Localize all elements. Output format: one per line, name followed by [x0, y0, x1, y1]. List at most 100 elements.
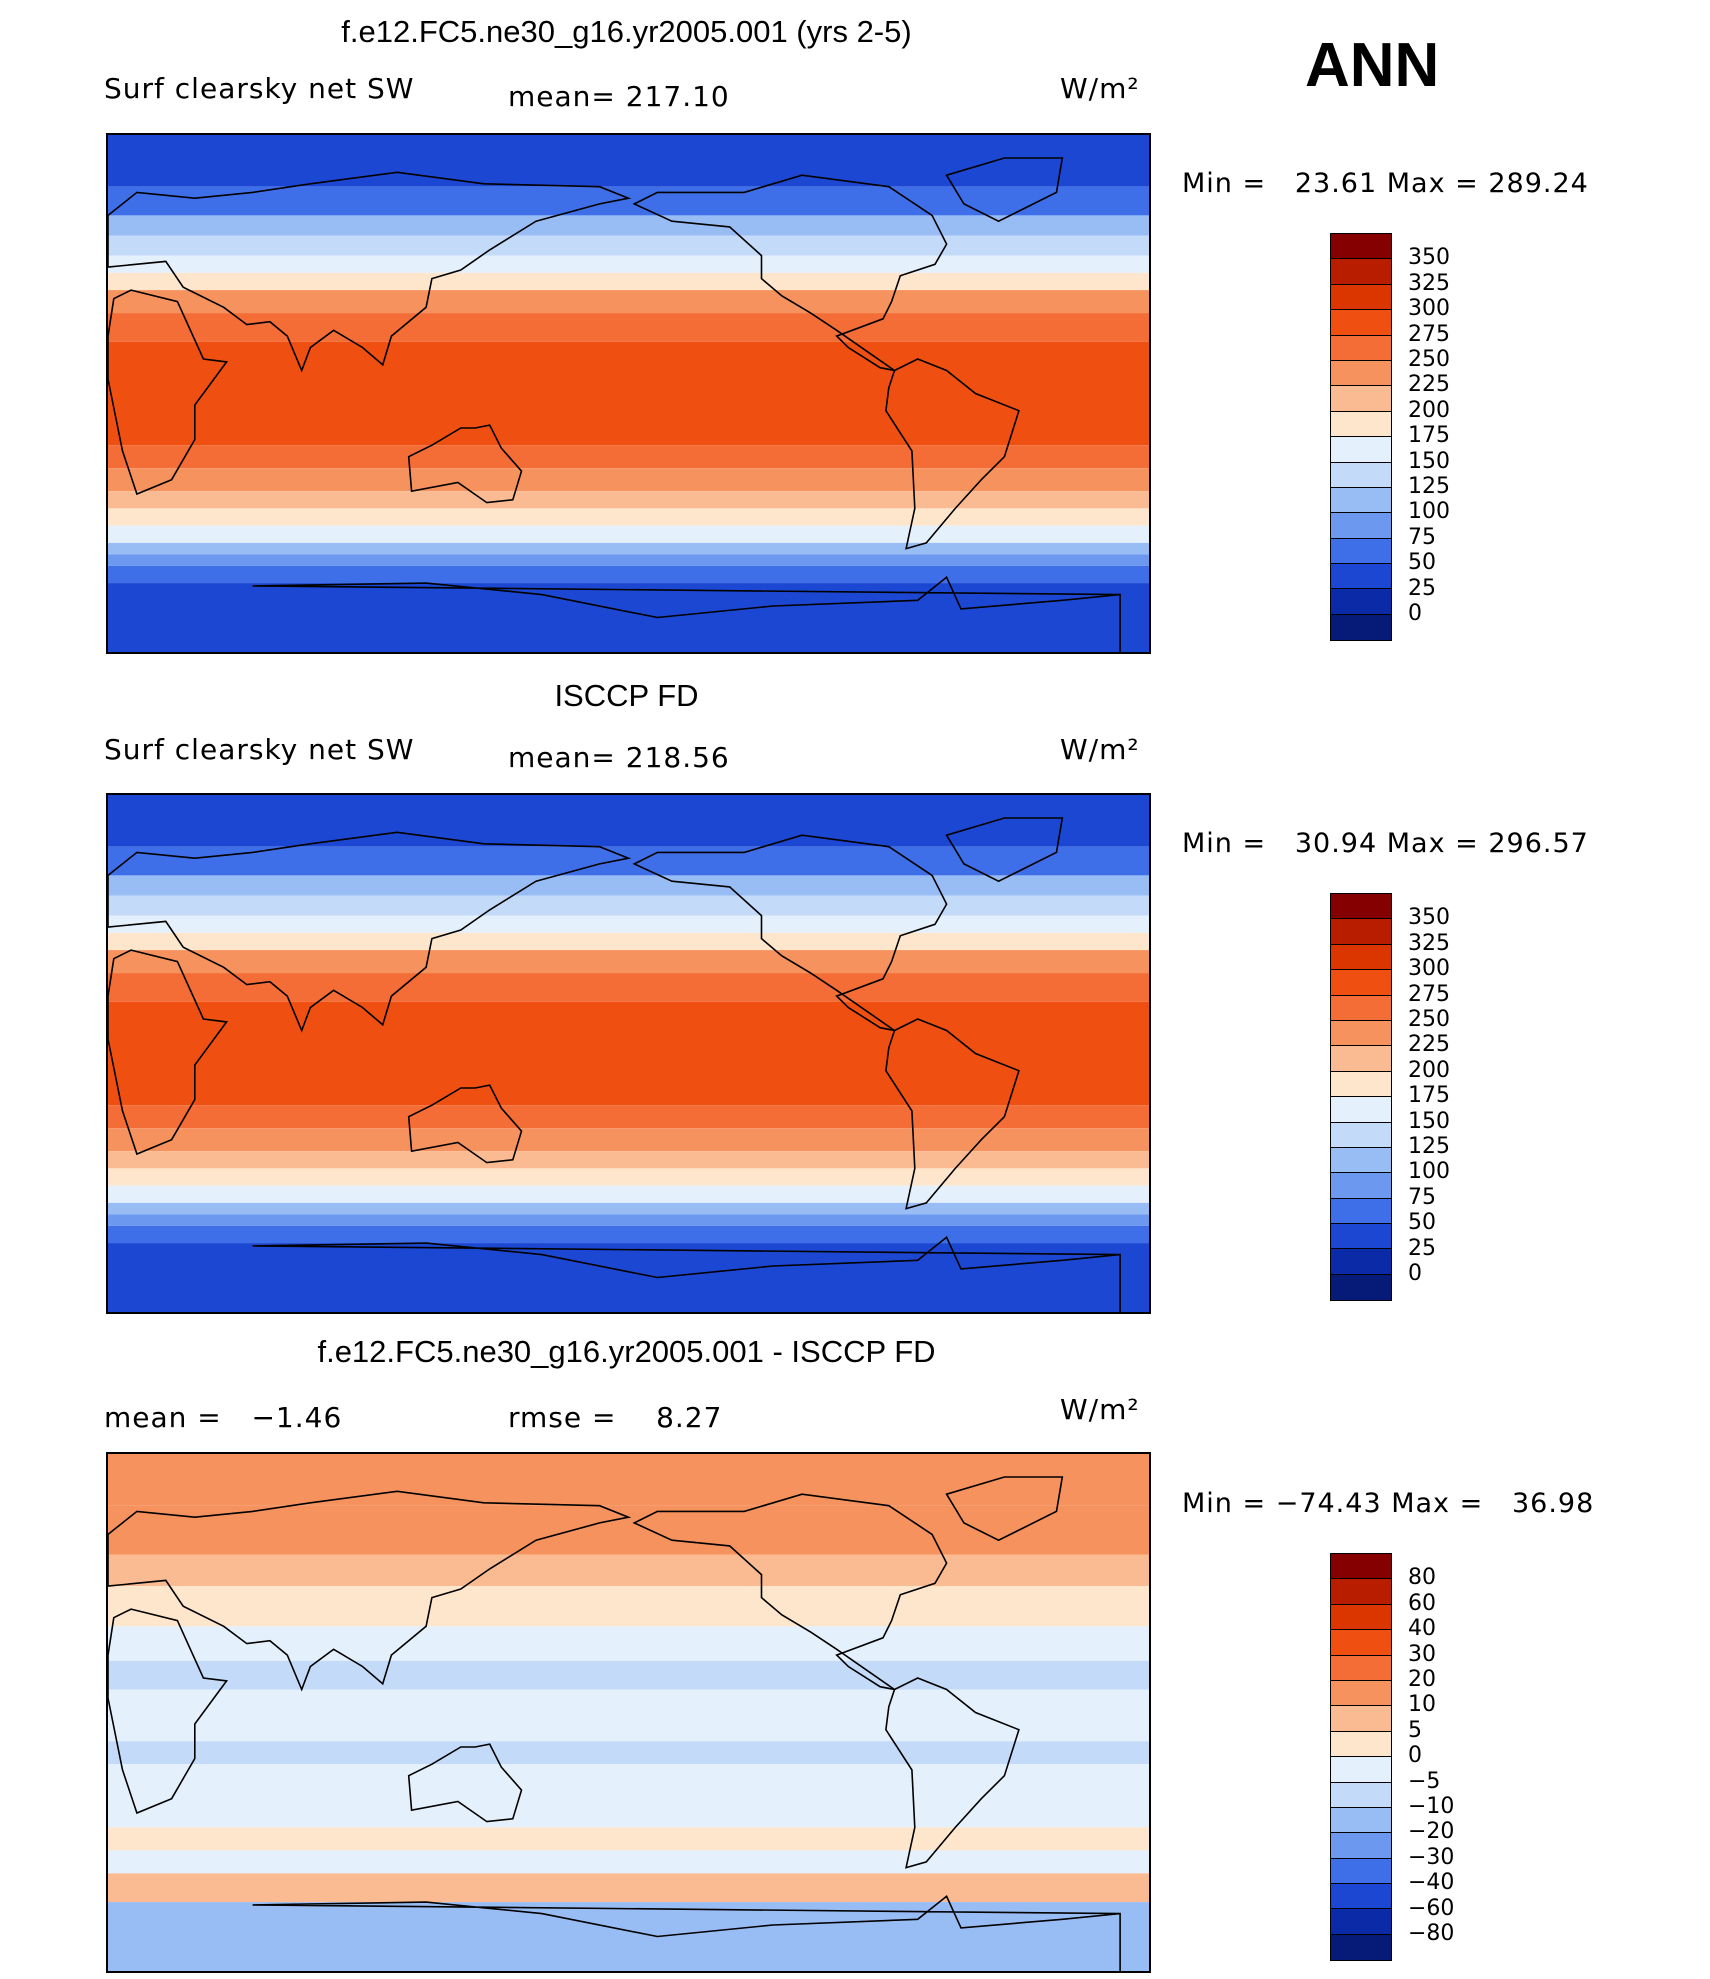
colorbar-tick-label: 125: [1408, 474, 1450, 499]
field-band: [108, 583, 1149, 652]
colorbar-tick-label: −40: [1408, 1870, 1455, 1896]
colorbar-swatch: [1331, 564, 1391, 590]
field-band: [108, 1554, 1149, 1587]
colorbar-tick-label: 350: [1408, 245, 1450, 271]
panel-3-mean: mean = −1.46: [104, 1401, 343, 1434]
colorbar-tick-label: 5: [1408, 1717, 1422, 1743]
colorbar-tick-label: 100: [1408, 1159, 1450, 1185]
field-band: [108, 1202, 1149, 1215]
field-band: [108, 445, 1149, 469]
colorbar-tick-label: 60: [1408, 1590, 1436, 1616]
panel-2-map: [106, 793, 1151, 1314]
colorbar-tick-label: −20: [1408, 1819, 1455, 1845]
colorbar-swatch: [1331, 462, 1391, 488]
colorbar-tick-label: 250: [1408, 347, 1450, 372]
field-band: [108, 1850, 1149, 1874]
colorbar-swatch: [1331, 360, 1391, 387]
field-band: [108, 1105, 1149, 1129]
colorbar-tick-label: 350: [1408, 905, 1450, 931]
coastline-australia: [407, 1084, 523, 1164]
colorbar-swatch: [1331, 1706, 1391, 1732]
colorbar-tick-label: 175: [1408, 423, 1450, 449]
colorbar-swatch: [1331, 1680, 1391, 1707]
field-band: [108, 1225, 1149, 1244]
panel-1-map-svg: [108, 135, 1149, 652]
colorbar-swatch: [1331, 1579, 1391, 1605]
panel-3-colorbar: [1330, 1553, 1392, 1962]
colorbar-swatch: [1331, 1046, 1391, 1072]
panel-1-mean: mean= 217.10: [508, 80, 730, 113]
colorbar-swatch: [1331, 1224, 1391, 1250]
colorbar-tick-label: 250: [1408, 1007, 1450, 1032]
colorbar-swatch: [1331, 614, 1391, 641]
field-band: [108, 1454, 1149, 1506]
colorbar-swatch: [1331, 894, 1391, 920]
colorbar-tick-label: 225: [1408, 1032, 1450, 1058]
panel-2-units: W/m²: [1060, 733, 1140, 766]
colorbar-swatch: [1331, 1249, 1391, 1275]
colorbar-tick-label: 50: [1408, 550, 1436, 576]
field-band: [108, 468, 1149, 492]
field-band: [108, 795, 1149, 847]
field-band: [108, 1626, 1149, 1661]
colorbar-swatch: [1331, 1909, 1391, 1935]
colorbar-tick-label: 300: [1408, 296, 1450, 322]
colorbar-swatch: [1331, 1020, 1391, 1047]
colorbar-tick-label: 30: [1408, 1641, 1436, 1667]
colorbar-tick-label: 175: [1408, 1083, 1450, 1109]
colorbar-swatch: [1331, 259, 1391, 285]
field-band: [108, 950, 1149, 974]
coastline-australia: [407, 424, 523, 504]
colorbar-swatch: [1331, 1731, 1391, 1758]
colorbar-tick-label: 75: [1408, 1184, 1436, 1210]
coastline-antarctica: [252, 576, 1121, 652]
panel-3-title: f.e12.FC5.ne30_g16.yr2005.001 - ISCCP FD: [317, 1334, 936, 1369]
field-band: [108, 1001, 1149, 1106]
colorbar-tick-label: 0: [1408, 1261, 1422, 1286]
colorbar-tick-label: −80: [1408, 1921, 1455, 1946]
colorbar-tick-label: 325: [1408, 930, 1450, 956]
colorbar-tick-label: 25: [1408, 1235, 1436, 1261]
coastline-eurasia: [108, 171, 632, 373]
field-band: [108, 1243, 1149, 1312]
panel-1-minmax: Min = 23.61 Max = 289.24: [1182, 168, 1589, 199]
colorbar-tick-label: −60: [1408, 1895, 1455, 1921]
field-band: [108, 1185, 1149, 1203]
colorbar-tick-label: −10: [1408, 1794, 1455, 1819]
colorbar-swatch: [1331, 1833, 1391, 1859]
colorbar-tick-label: −30: [1408, 1844, 1455, 1870]
coastline-greenland: [945, 157, 1064, 223]
coastline-africa: [108, 289, 229, 496]
field-band: [108, 525, 1149, 543]
coastline-australia: [407, 1743, 523, 1823]
colorbar-swatch: [1331, 335, 1391, 361]
field-band: [108, 135, 1149, 187]
field-band: [108, 932, 1149, 951]
field-band: [108, 1873, 1149, 1903]
coastline-namerica: [632, 1493, 948, 1691]
season-label: ANN: [1305, 31, 1440, 100]
colorbar-swatch: [1331, 1807, 1391, 1834]
colorbar-swatch: [1331, 1147, 1391, 1174]
field-band: [108, 1128, 1149, 1152]
field-band: [108, 973, 1149, 1002]
field-band: [108, 272, 1149, 291]
colorbar-tick-label: 10: [1408, 1692, 1436, 1718]
coastline-greenland: [945, 817, 1064, 883]
panel-1-continents: [108, 157, 1121, 652]
colorbar-tick-label: 225: [1408, 372, 1450, 398]
coastline-samerica: [885, 1677, 1020, 1869]
colorbar-tick-label: 300: [1408, 956, 1450, 982]
colorbar-tick-label: −5: [1408, 1768, 1441, 1794]
colorbar-swatch: [1331, 1884, 1391, 1910]
field-band: [108, 215, 1149, 236]
colorbar-swatch: [1331, 995, 1391, 1021]
coastline-antarctica: [252, 1236, 1121, 1312]
field-band: [108, 186, 1149, 216]
field-band: [108, 895, 1149, 916]
panel-2-colorbar: [1330, 893, 1392, 1302]
field-band: [108, 1586, 1149, 1627]
panel-3-rmse: rmse = 8.27: [508, 1401, 723, 1434]
panel-1-bands: [108, 135, 1149, 652]
field-band: [108, 313, 1149, 342]
